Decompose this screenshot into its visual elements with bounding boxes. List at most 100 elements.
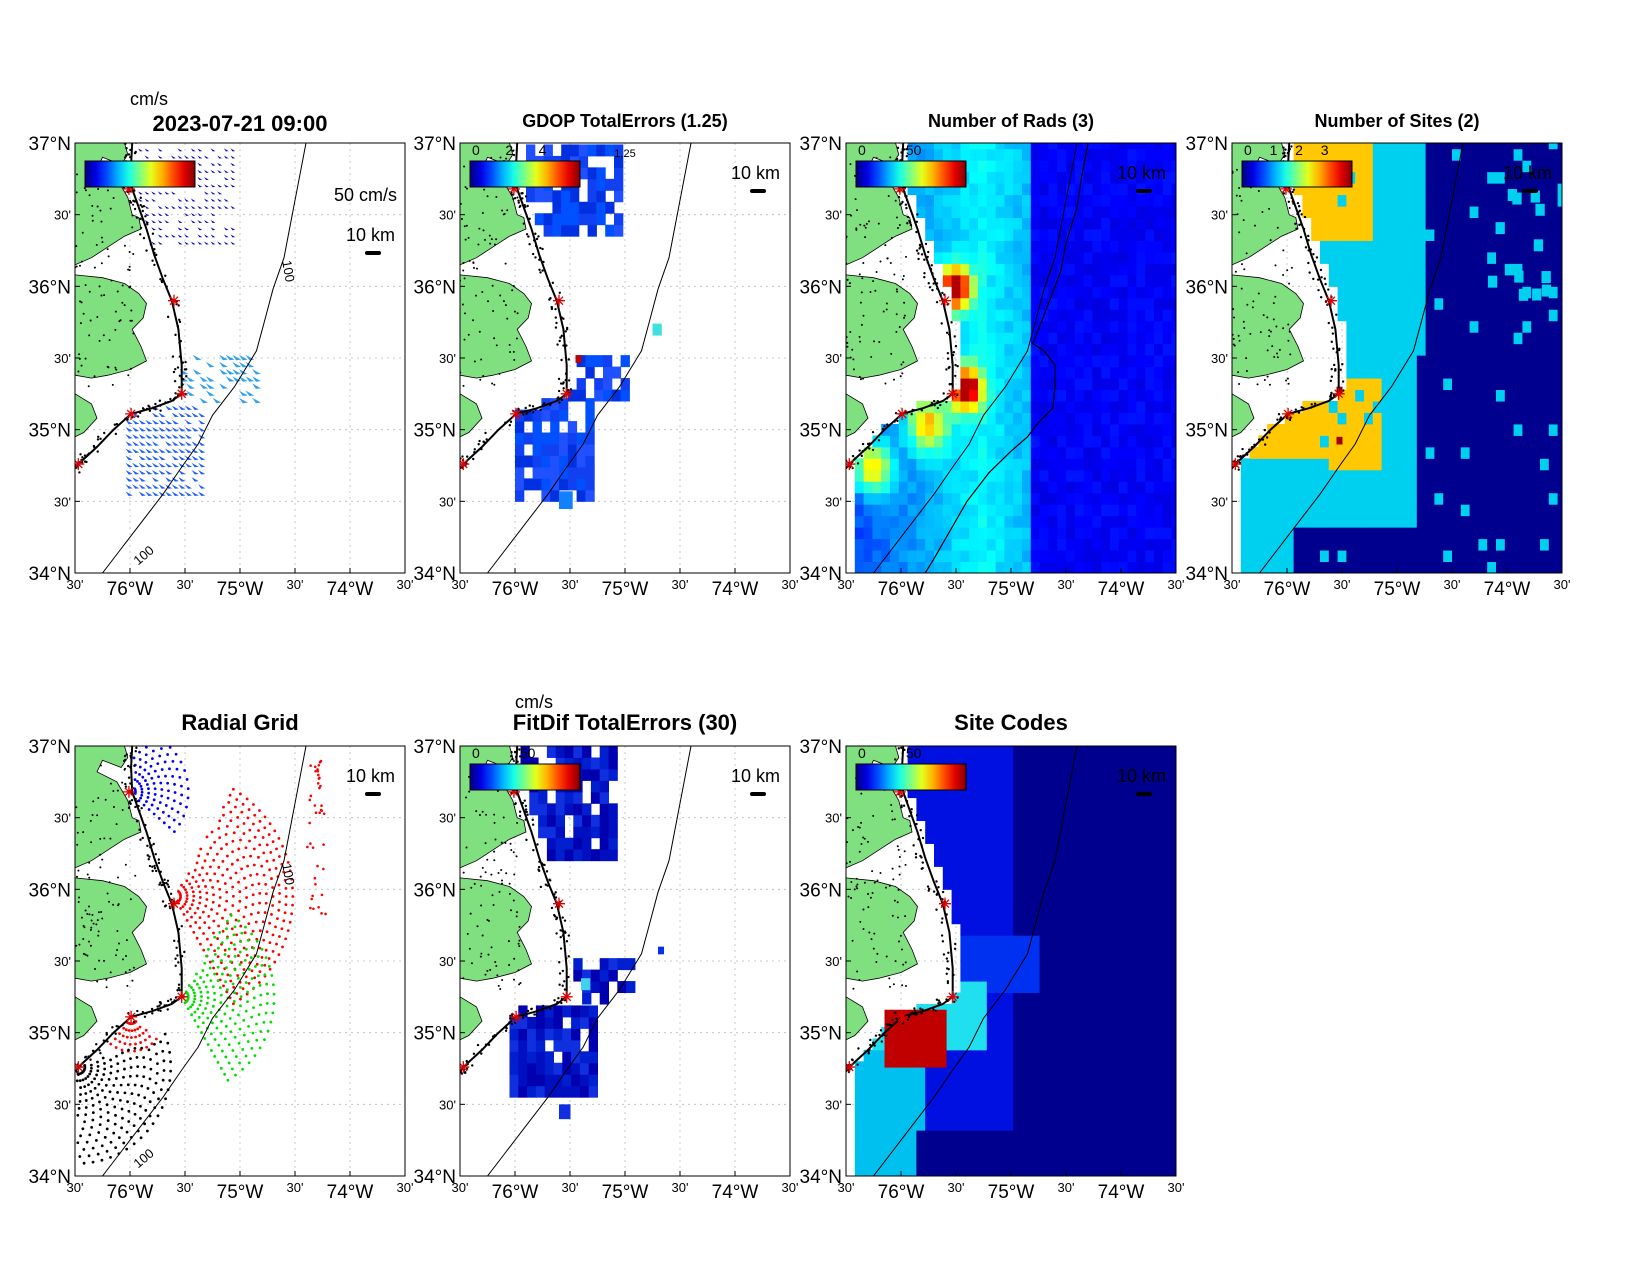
raster-cell [1110, 458, 1120, 471]
raster-cell [1162, 423, 1173, 436]
raster-cell [1557, 504, 1562, 517]
raster-cell [1004, 389, 1014, 402]
raster-cell [969, 481, 979, 494]
raster-cell [1110, 263, 1120, 276]
radial-grid-point [219, 993, 223, 997]
shore-dot [933, 277, 937, 281]
radial-grid-point [136, 1065, 140, 1069]
raster-cell [1408, 389, 1418, 402]
raster-cell [1092, 412, 1102, 425]
raster-cell [1416, 481, 1427, 494]
radial-grid-point [220, 1019, 223, 1023]
current-vector [158, 434, 166, 439]
radial-grid-point [251, 893, 255, 897]
raster-cell [1171, 229, 1176, 241]
raster-cell [1496, 148, 1506, 161]
raster-cell [1267, 481, 1277, 494]
raster-cell [532, 409, 542, 422]
raster-cell [1416, 504, 1427, 517]
shore-dot [85, 460, 88, 464]
radial-grid-point [265, 930, 269, 934]
raster-cell [1083, 217, 1093, 230]
shore-dot [167, 885, 170, 889]
raster-cell [916, 550, 926, 563]
raster-cell [1557, 240, 1562, 253]
raster-cell [978, 240, 988, 253]
lat-tick-label: 30' [825, 494, 842, 509]
radial-grid-point [136, 1027, 140, 1031]
raster-cell [1399, 389, 1409, 402]
raster-cell [969, 492, 979, 505]
current-vector [125, 441, 133, 446]
shore-dot [151, 232, 155, 235]
raster-cell [960, 229, 970, 241]
raster-cell [1452, 194, 1462, 207]
raster-cell [1022, 297, 1032, 310]
shore-dot [482, 440, 485, 443]
lon-tick-label: 30' [452, 577, 469, 592]
raster-cell [1355, 550, 1365, 563]
shore-dot [478, 439, 481, 443]
raster-cell [1066, 469, 1076, 482]
raster-cell [1504, 504, 1515, 517]
shore-dot [927, 250, 930, 254]
radial-grid-point [114, 1077, 118, 1080]
current-vector [125, 426, 133, 432]
raster-cell [1478, 297, 1488, 310]
raster-cell [1022, 366, 1032, 379]
radial-grid-point [247, 982, 251, 985]
raster-cell [543, 190, 553, 203]
raster-cell [1004, 171, 1014, 184]
raster-cell [1434, 320, 1444, 333]
raster-cell [969, 286, 979, 299]
radial-grid-point [160, 1106, 164, 1109]
raster-cell [1004, 343, 1014, 356]
radial-grid-point [78, 1155, 82, 1158]
raster-cell [1504, 251, 1515, 264]
raster-cell [1136, 515, 1146, 528]
raster-cell [1074, 148, 1085, 161]
shore-dot [1272, 318, 1275, 321]
raster-cell [1118, 297, 1129, 310]
radial-grid-point [215, 912, 219, 916]
radial-grid-point [229, 1030, 233, 1034]
raster-cell [1496, 229, 1506, 241]
raster-cell [534, 213, 545, 226]
current-vector [198, 469, 206, 475]
raster-cell [1548, 160, 1559, 173]
raster-cell [1540, 143, 1550, 150]
raster-cell [1048, 446, 1058, 459]
radial-grid-point [256, 955, 260, 958]
radial-grid-point [120, 1107, 124, 1111]
shore-dot [517, 199, 520, 202]
raster-cell [1531, 401, 1541, 413]
raster-cell [1127, 366, 1137, 379]
shore-dot [90, 919, 93, 922]
raster-cell [995, 160, 1005, 173]
raster-cell [1425, 274, 1435, 287]
current-vector [125, 434, 133, 439]
shore-dot [169, 998, 173, 1001]
raster-cell [1408, 148, 1418, 161]
shore-dot [472, 261, 475, 264]
shore-dot [154, 402, 157, 406]
radial-grid-point [109, 1065, 113, 1068]
raster-cell [1127, 412, 1137, 425]
shore-dot [99, 1051, 102, 1055]
radial-grid-point [234, 918, 238, 922]
raster-cell [1162, 527, 1173, 540]
current-vector [145, 469, 153, 475]
raster-cell [1548, 435, 1559, 448]
shore-dot [179, 973, 182, 976]
shore-dot [100, 262, 103, 265]
raster-cell [1013, 561, 1023, 573]
raster-cell [1531, 320, 1541, 333]
shore-dot [863, 224, 866, 227]
land-pamlico [846, 393, 869, 438]
raster-cell [1469, 561, 1479, 573]
raster-cell [1355, 309, 1365, 322]
raster-cell [1004, 148, 1014, 161]
raster-cell [1162, 229, 1173, 241]
raster-cell [1460, 297, 1471, 310]
